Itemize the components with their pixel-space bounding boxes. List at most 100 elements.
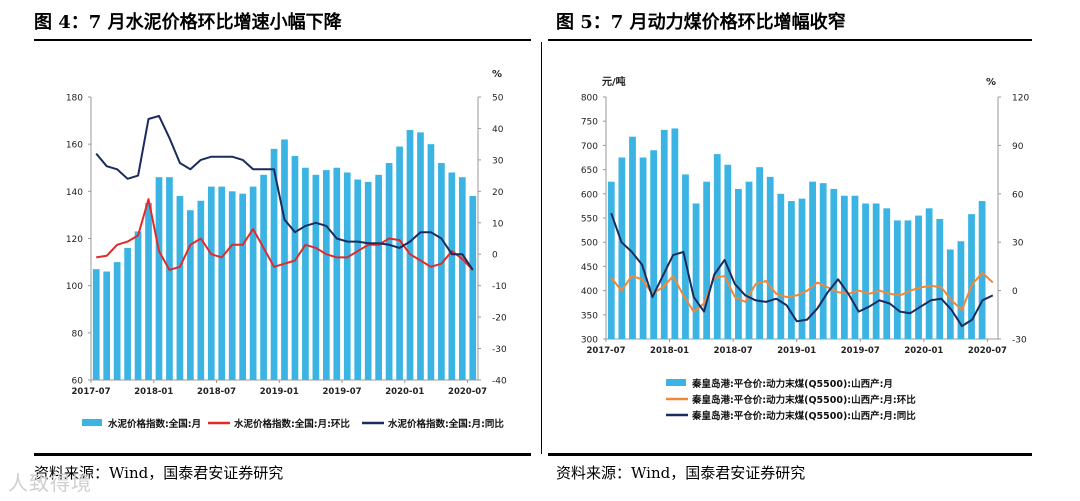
bar xyxy=(469,196,477,380)
bar xyxy=(312,174,320,380)
right-axis-tick-label: 50 xyxy=(492,94,504,104)
bar xyxy=(228,191,236,380)
bar xyxy=(957,241,965,339)
legend-label: 水泥价格指数:全国:月 xyxy=(108,418,201,430)
legend-swatch-bar xyxy=(82,419,102,426)
bar xyxy=(851,195,859,339)
left-axis-tick-label: 400 xyxy=(581,287,598,297)
right-axis-tick-label: 120 xyxy=(1012,94,1029,104)
x-axis-tick-label: 2017-07 xyxy=(586,346,625,356)
bar xyxy=(103,271,111,380)
left-axis-tick-label: 550 xyxy=(581,215,598,225)
x-axis-tick-label: 2018-07 xyxy=(197,387,236,397)
bar xyxy=(830,188,838,339)
x-axis-tick-label: 2020-07 xyxy=(968,346,1007,356)
x-axis-tick-label: 2018-07 xyxy=(714,346,753,356)
top-rule-left xyxy=(34,39,531,41)
bar xyxy=(788,201,795,339)
right-axis-tick-label: -30 xyxy=(492,345,507,355)
bar xyxy=(915,215,922,339)
bar xyxy=(124,247,131,380)
bar xyxy=(260,174,267,380)
panel-title-coal: 图 5：7 月动力煤价格环比增幅收窄 xyxy=(556,12,846,33)
left-axis-tick-label: 750 xyxy=(581,118,598,128)
bar xyxy=(291,155,299,380)
legend-label: 秦皇岛港:平仓价:动力末煤(Q5500):山西产:月 xyxy=(691,378,893,390)
bar xyxy=(448,172,456,380)
left-axis-tick-label: 600 xyxy=(581,190,598,200)
mom-series-line xyxy=(610,271,994,313)
right-axis-tick-label: -40 xyxy=(492,377,507,387)
bar xyxy=(629,136,636,339)
bar xyxy=(427,144,435,380)
right-axis-tick-label: -10 xyxy=(492,282,507,292)
source-note-coal: 资料来源：Wind，国泰君安证券研究 xyxy=(556,464,806,482)
bar xyxy=(809,181,816,339)
bar xyxy=(936,218,944,339)
left-axis-tick-label: 800 xyxy=(581,94,598,104)
bar xyxy=(239,193,247,380)
bar xyxy=(650,150,658,339)
right-axis-unit: % xyxy=(986,77,996,88)
x-axis-tick-label: 2019-07 xyxy=(841,346,880,356)
x-axis-tick-label: 2019-07 xyxy=(323,387,362,397)
panel-divider xyxy=(541,42,542,454)
bar xyxy=(904,220,912,339)
bar xyxy=(187,210,194,380)
x-axis-tick-label: 2018-01 xyxy=(650,346,689,356)
yoy-series-line xyxy=(95,114,474,271)
bar xyxy=(671,128,679,339)
bar xyxy=(872,203,880,339)
bar xyxy=(703,181,711,339)
bar xyxy=(375,174,382,380)
bar xyxy=(713,154,721,339)
right-axis-tick-label: 10 xyxy=(492,219,504,229)
legend-label: 水泥价格指数:全国:月:环比 xyxy=(234,418,350,430)
bar xyxy=(92,269,100,380)
bar xyxy=(438,163,445,380)
bar xyxy=(883,208,891,339)
bar xyxy=(218,186,226,380)
left-axis-tick-label: 120 xyxy=(66,235,83,245)
bar xyxy=(207,186,215,380)
bar xyxy=(197,200,205,380)
right-axis-tick-label: 30 xyxy=(1012,239,1024,249)
bar xyxy=(925,208,933,339)
right-axis-tick-label: 0 xyxy=(492,251,498,261)
right-axis-tick-label: 30 xyxy=(492,156,504,166)
bar xyxy=(145,203,152,380)
bar xyxy=(692,203,700,339)
bar xyxy=(333,167,341,380)
mom-series-line xyxy=(96,198,474,271)
bar xyxy=(249,186,257,380)
bar xyxy=(113,262,121,380)
left-axis-tick-label: 100 xyxy=(66,282,83,292)
x-axis-tick-label: 2019-01 xyxy=(260,387,299,397)
bar xyxy=(660,129,668,339)
right-axis-tick-label: 90 xyxy=(1012,142,1024,152)
legend-swatch-bar xyxy=(666,379,686,386)
left-axis-tick-label: 80 xyxy=(72,329,84,339)
bar xyxy=(639,157,647,339)
legend-label: 水泥价格指数:全国:月:同比 xyxy=(388,418,504,430)
bar xyxy=(343,172,351,380)
watermark-logo: 人致得境 xyxy=(8,471,92,495)
yoy-series-line xyxy=(610,212,994,328)
bar xyxy=(735,188,742,339)
bar xyxy=(385,163,393,380)
left-axis-tick-label: 700 xyxy=(581,142,598,152)
left-axis-tick-label: 350 xyxy=(581,311,598,321)
left-axis-tick-label: 160 xyxy=(66,141,83,151)
right-axis-tick-label: -30 xyxy=(1012,336,1027,346)
top-rule-right xyxy=(548,39,1032,41)
bar xyxy=(134,231,142,380)
source-note-cement: 资料来源：Wind，国泰君安证券研究 xyxy=(34,464,284,482)
x-axis-tick-label: 2020-07 xyxy=(448,387,487,397)
bottom-rule-left xyxy=(34,453,531,456)
bar xyxy=(607,181,615,339)
legend-label: 秦皇岛港:平仓价:动力末煤(Q5500):山西产:月:环比 xyxy=(691,394,916,406)
x-axis-tick-label: 2020-01 xyxy=(385,387,424,397)
left-axis-unit: 元/吨 xyxy=(602,75,626,88)
left-axis-tick-label: 180 xyxy=(66,94,83,104)
